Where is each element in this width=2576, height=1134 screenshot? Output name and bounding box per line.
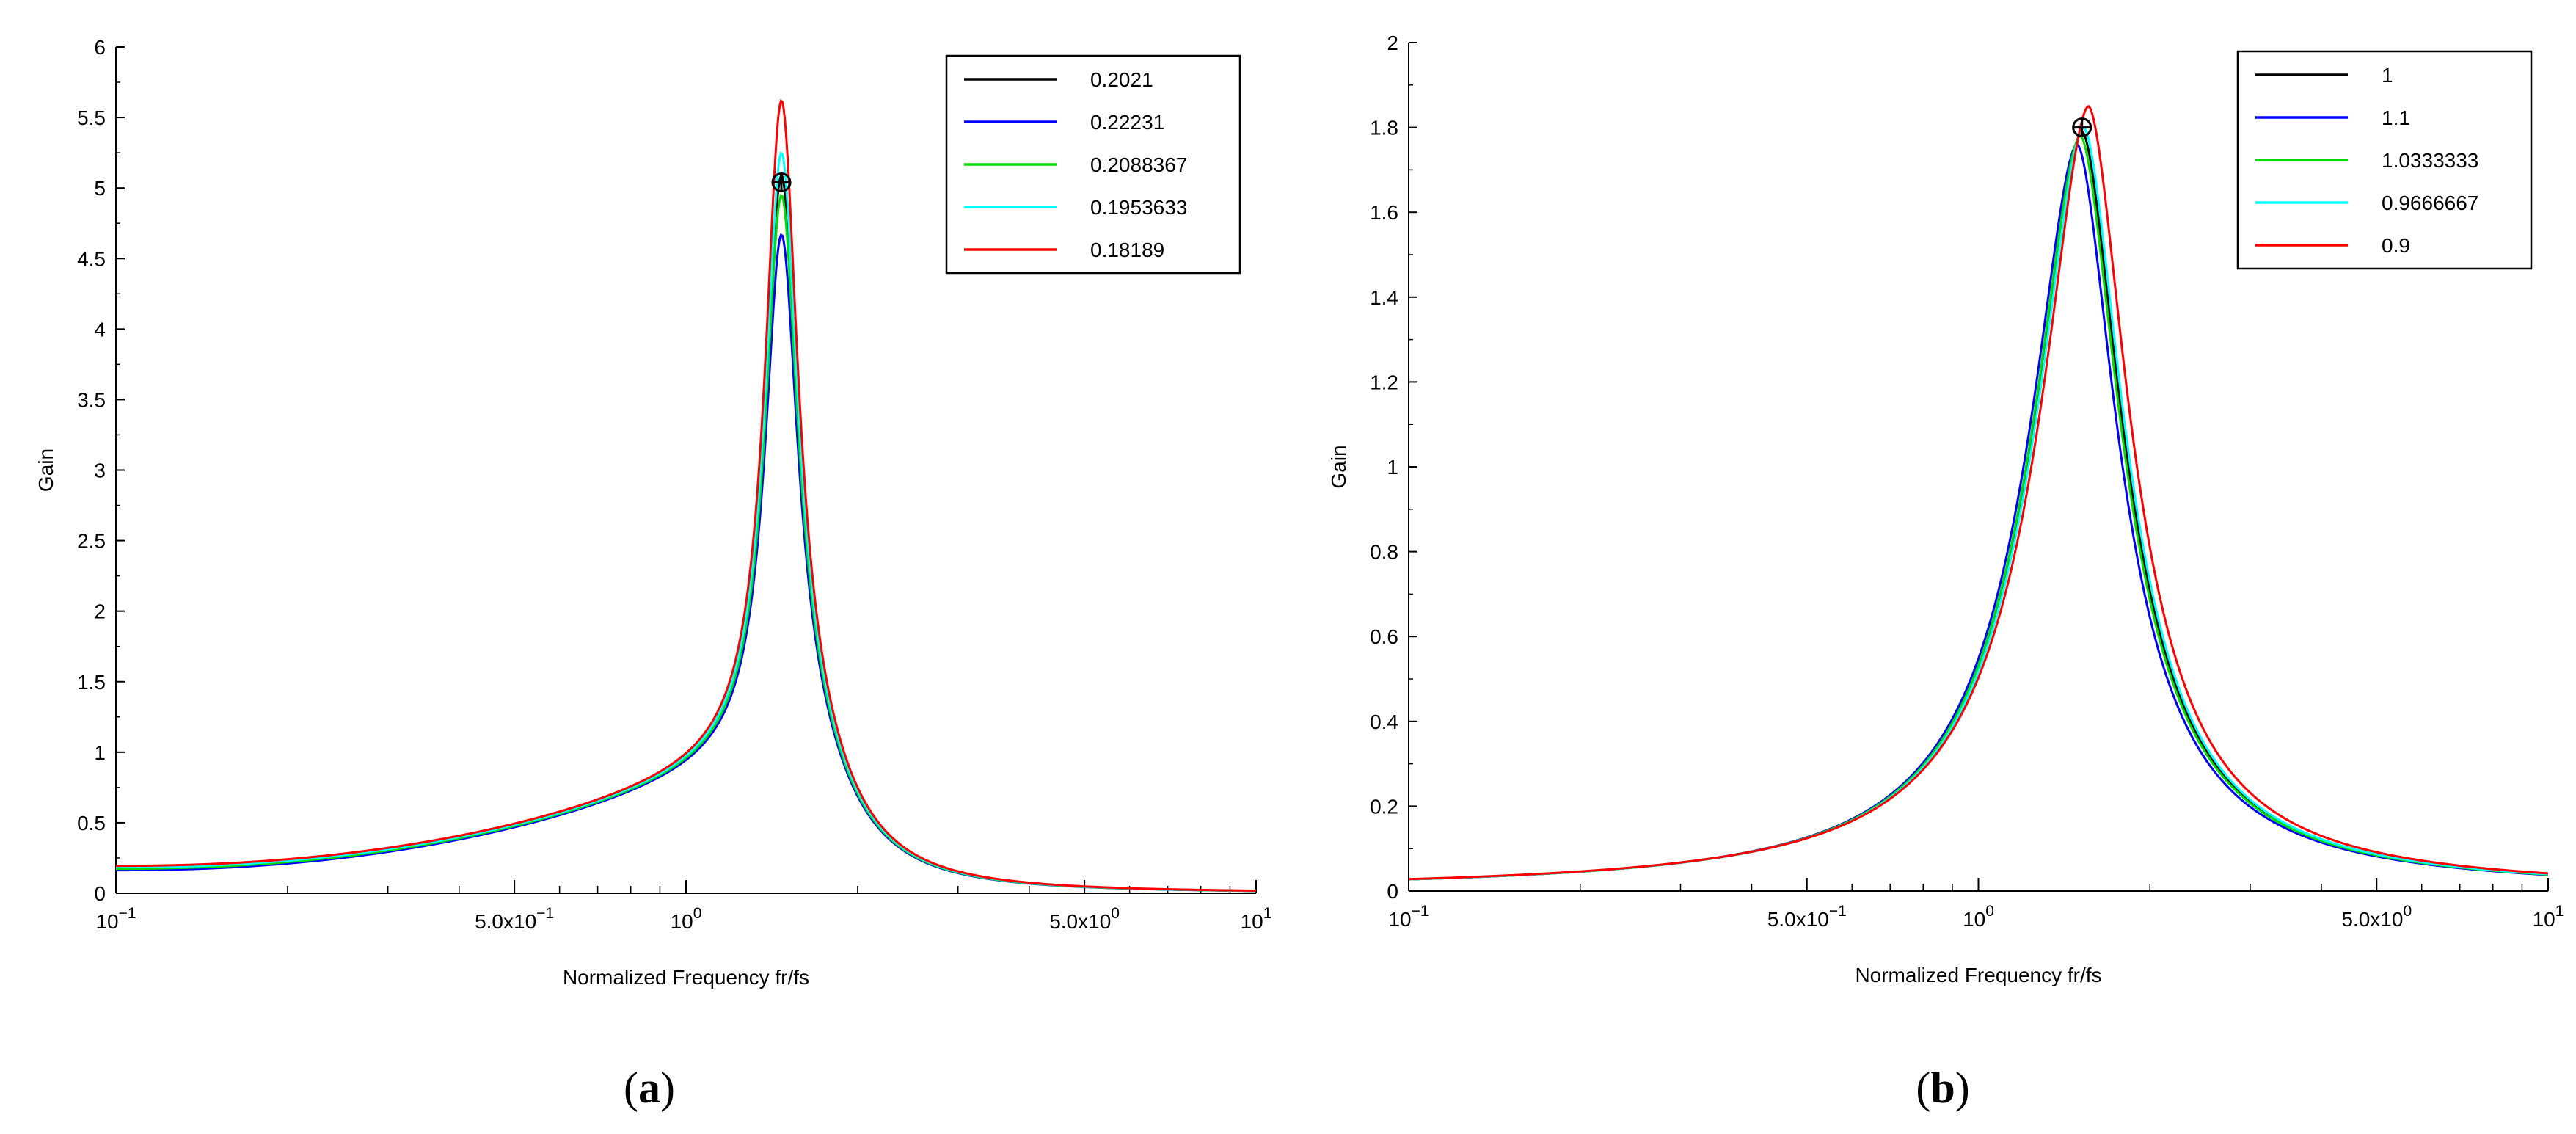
x-tick-label: 5.0x10−1: [475, 905, 554, 933]
x-tick-label: 10−1: [95, 905, 136, 933]
y-tick-label: 5.5: [77, 106, 106, 129]
y-tick-label: 1: [1387, 456, 1398, 479]
y-tick-label: 3: [94, 459, 106, 482]
y-tick-label: 1.8: [1370, 117, 1398, 139]
legend-label: 0.9666667: [2382, 192, 2478, 214]
legend-label: 1.0333333: [2382, 149, 2478, 172]
series-group: [1409, 104, 2548, 881]
x-tick-label: 5.0x10−1: [1767, 903, 1847, 931]
y-tick-label: 0.6: [1370, 625, 1398, 648]
y-axis-title: Gain: [34, 448, 57, 492]
y-tick-label: 5: [94, 177, 106, 200]
peak-marker: [2072, 117, 2092, 138]
y-tick-label: 4: [94, 318, 106, 341]
series-line-0.9: [1409, 104, 2548, 881]
legend-label: 0.18189: [1090, 239, 1164, 261]
series-line-0.22231: [116, 233, 1256, 893]
x-axis-title: Normalized Frequency fr/fs: [563, 966, 809, 989]
y-tick-label: 0: [94, 882, 106, 905]
x-axis-title: Normalized Frequency fr/fs: [1855, 964, 2101, 986]
y-tick-label: 0.8: [1370, 541, 1398, 564]
legend: 1 1.1 1.0333333 0.9666667 0.9: [2236, 50, 2533, 270]
y-axis-title: Gain: [1327, 445, 1350, 488]
chart-panel-b: 0 0.2 0.4 0.6 0.8 1 1.2 1.4 1.6 1.8 2 10−1 5.0x10−1 1…: [1327, 32, 2564, 986]
legend: 0.2021 0.22231 0.2088367 0.1953633 0.18189: [945, 54, 1241, 275]
x-tick-label: 100: [1963, 903, 1994, 931]
series-line-0.2088367: [116, 193, 1256, 893]
y-tick-label: 6: [94, 36, 106, 59]
y-tick-label: 0.4: [1370, 710, 1398, 733]
y-tick-label: 1.2: [1370, 371, 1398, 393]
legend-label: 0.1953633: [1090, 196, 1187, 219]
legend-label: 0.9: [2382, 234, 2410, 257]
y-tick-label: 1.6: [1370, 201, 1398, 224]
y-tick-label: 1.4: [1370, 286, 1398, 309]
y-tick-label: 0.2: [1370, 795, 1398, 818]
x-tick-label: 10−1: [1388, 903, 1429, 931]
y-tick-label: 4.5: [77, 247, 106, 270]
legend-label: 0.2088367: [1090, 153, 1187, 176]
y-tick-label: 0: [1387, 880, 1398, 903]
legend-label: 1.1: [2382, 106, 2410, 129]
series-group: [116, 99, 1256, 893]
legend-label: 1: [2382, 64, 2393, 87]
y-tick-label: 3.5: [77, 388, 106, 411]
series-line-0.18189: [116, 99, 1256, 893]
series-line-0.2021: [116, 174, 1256, 893]
legend-label: 0.2021: [1090, 68, 1153, 91]
x-tick-label: 101: [2533, 903, 2564, 931]
chart-panel-a: 0 0.5 1 1.5 2 2.5 3 3.5 4 4.5 5 5.5 6 10−1 5.0x10−1 100…: [34, 36, 1271, 989]
caption-a: (a): [624, 1064, 675, 1112]
y-tick-label: 1: [94, 741, 106, 764]
caption-b: (b): [1916, 1064, 1969, 1112]
y-tick-label: 2.5: [77, 530, 106, 553]
y-tick-label: 2: [1387, 32, 1398, 54]
x-tick-label: 5.0x100: [2341, 903, 2412, 931]
legend-label: 0.22231: [1090, 111, 1164, 134]
x-tick-label: 5.0x100: [1049, 905, 1120, 933]
x-tick-label: 100: [671, 905, 702, 933]
y-tick-label: 2: [94, 600, 106, 623]
y-tick-label: 1.5: [77, 671, 106, 694]
x-tick-label: 101: [1241, 905, 1272, 933]
peak-marker: [771, 172, 792, 192]
y-tick-label: 0.5: [77, 812, 106, 835]
